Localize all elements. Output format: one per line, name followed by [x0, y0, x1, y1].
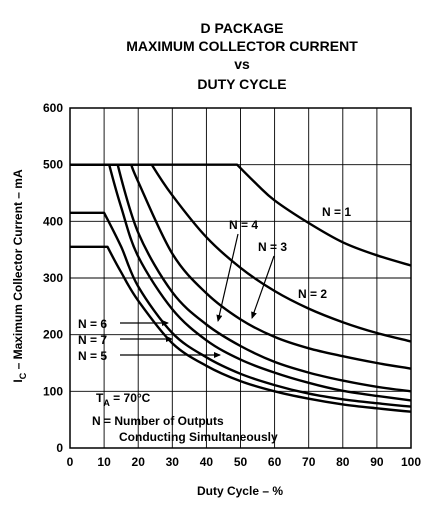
ta-rest: = 70°C — [110, 391, 151, 405]
chart-title-line-3: vs — [234, 56, 250, 72]
plot-frame — [69, 107, 412, 449]
ambient-temperature-label: TA = 70°C — [96, 391, 151, 408]
series-line-n4 — [70, 163, 412, 393]
chart-title-line-4: DUTY CYCLE — [197, 76, 286, 92]
ta-subscript: A — [103, 398, 110, 408]
y-axis-title-prefix: I — [11, 379, 25, 382]
y-tick-label: 0 — [56, 441, 63, 455]
x-tick-label: 80 — [336, 455, 350, 469]
y-tick-label: 200 — [43, 328, 63, 342]
label-n2: N = 2 — [298, 287, 327, 301]
x-tick-label: 70 — [302, 455, 316, 469]
label-n7: N = 7 — [78, 333, 107, 347]
note-line-2: Conducting Simultaneously — [119, 430, 278, 444]
x-tick-label: 40 — [200, 455, 214, 469]
x-tick-label: 20 — [132, 455, 146, 469]
x-tick-label: 100 — [401, 455, 421, 469]
series-line-n1 — [70, 163, 412, 267]
axis-ticks: 0 10 20 30 40 50 60 70 80 90 100 0 100 200 300 400 500 60… — [43, 101, 421, 469]
chart-title-line-2: MAXIMUM COLLECTOR CURRENT — [126, 38, 358, 54]
series-line-n2 — [70, 163, 412, 343]
y-axis-title-subscript: C — [18, 372, 28, 379]
label-n3: N = 3 — [258, 240, 287, 254]
x-axis-title: Duty Cycle – % — [197, 484, 283, 498]
x-tick-label: 90 — [370, 455, 384, 469]
note-line-1: N = Number of Outputs — [92, 414, 224, 428]
y-axis-title: IC – Maximum Collector Current – mA — [11, 169, 28, 383]
y-axis-title-rest: – Maximum Collector Current – mA — [11, 169, 25, 373]
series-line-n7 — [70, 245, 412, 413]
x-tick-label: 10 — [97, 455, 111, 469]
label-n1: N = 1 — [322, 205, 351, 219]
series-line-n3 — [70, 163, 412, 370]
y-tick-label: 100 — [43, 384, 63, 398]
label-n6: N = 6 — [78, 317, 107, 331]
y-tick-label: 600 — [43, 101, 63, 115]
series-line-n5 — [70, 163, 412, 402]
x-tick-label: 50 — [234, 455, 248, 469]
series-line-n6 — [70, 211, 412, 408]
x-tick-label: 0 — [67, 455, 74, 469]
y-tick-label: 300 — [43, 271, 63, 285]
y-tick-label: 400 — [43, 214, 63, 228]
x-tick-label: 60 — [268, 455, 282, 469]
arrow-n4 — [216, 233, 239, 322]
ta-prefix: T — [96, 391, 104, 405]
x-tick-label: 30 — [166, 455, 180, 469]
series-curves — [70, 163, 412, 413]
y-tick-label: 500 — [43, 158, 63, 172]
label-n5: N = 5 — [78, 349, 107, 363]
label-n4: N = 4 — [229, 218, 258, 232]
chart-title-line-1: D PACKAGE — [201, 20, 284, 36]
arrow-n3 — [251, 255, 275, 319]
